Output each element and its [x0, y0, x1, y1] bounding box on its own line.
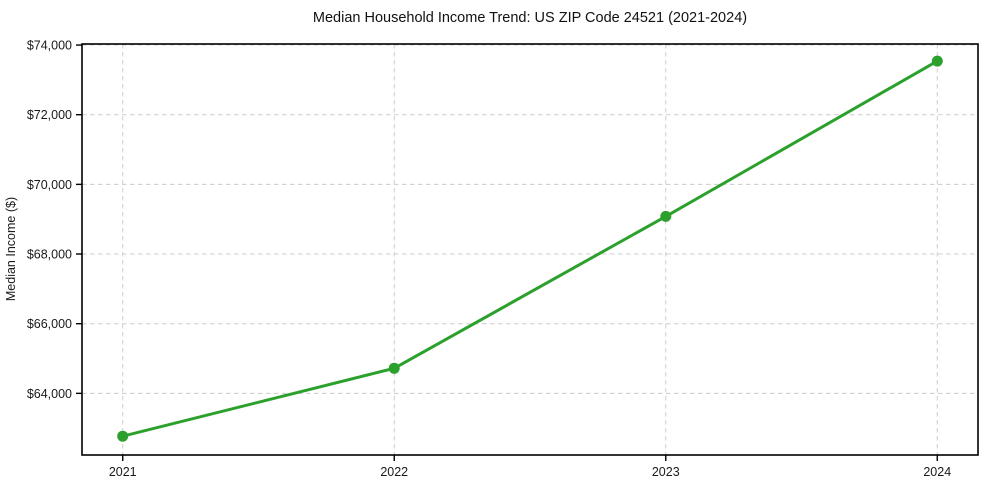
y-tick-label: $74,000 [27, 39, 72, 53]
y-tick-label: $68,000 [27, 248, 72, 262]
data-point-marker [388, 362, 400, 374]
y-axis-label: Median Income ($) [4, 197, 18, 301]
data-point-marker [931, 55, 943, 67]
y-tick-label: $64,000 [27, 387, 72, 401]
axes-layer: $64,000 $66,000 $68,000 $70,000 $72,000 $74,0… [27, 39, 979, 479]
data-point-marker [117, 430, 129, 442]
y-tick-label: $66,000 [27, 317, 72, 331]
y-tick-label: $72,000 [27, 108, 72, 122]
gridlines-layer [82, 44, 978, 455]
plot-border [81, 43, 979, 456]
x-tick-label: 2021 [109, 465, 137, 479]
chart-title: Median Household Income Trend: US ZIP Co… [313, 10, 747, 26]
series-line [121, 59, 939, 438]
x-tick-label: 2022 [380, 465, 408, 479]
data-point-marker [660, 210, 672, 222]
x-tick-label: 2023 [652, 465, 680, 479]
x-tick-label: 2024 [923, 465, 951, 479]
series-layer [117, 55, 943, 442]
y-tick-label: $70,000 [27, 178, 72, 192]
